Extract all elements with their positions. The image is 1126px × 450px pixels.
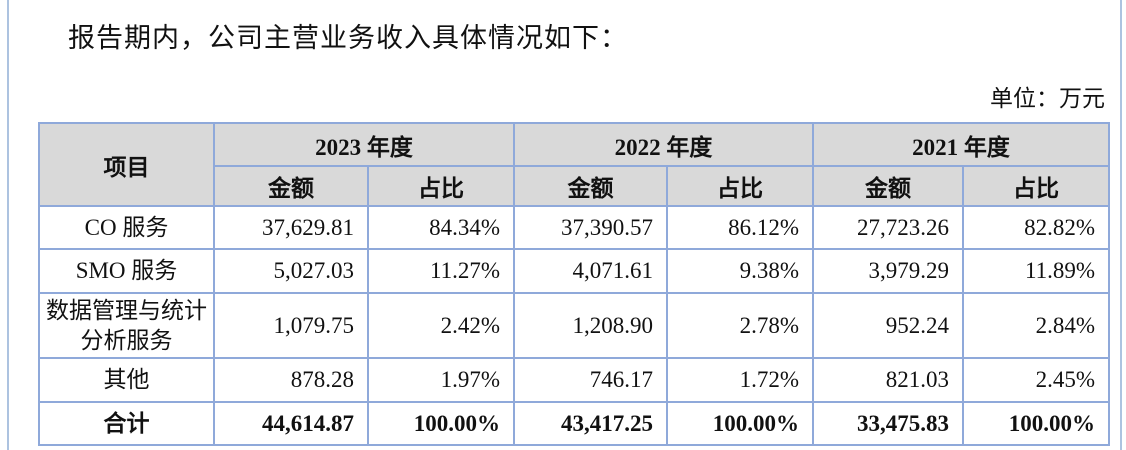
table-row: 数据管理与统计分析服务 1,079.75 2.42% 1,208.90 2.78… [38, 292, 1110, 359]
header-row-years: 项目 2023 年度 2022 年度 2021 年度 [38, 122, 1110, 207]
amount-cell: 1,079.75 [213, 292, 369, 359]
ratio-cell: 2.42% [367, 292, 515, 359]
header-year-2022: 2022 年度 [513, 122, 814, 167]
ratio-cell: 1.97% [367, 357, 515, 403]
intro-text: 报告期内，公司主营业务收入具体情况如下： [68, 23, 628, 53]
amount-cell: 43,417.25 [513, 401, 668, 446]
header-item: 项目 [38, 122, 215, 207]
ratio-cell: 2.84% [962, 292, 1110, 359]
amount-cell: 33,475.83 [812, 401, 964, 446]
header-year-2021: 2021 年度 [812, 122, 1110, 167]
ratio-cell: 2.45% [962, 357, 1110, 403]
ratio-cell: 100.00% [666, 401, 814, 446]
header-year-2023: 2023 年度 [213, 122, 515, 167]
unit-label: 单位：万元 [990, 86, 1105, 111]
header-ratio-2023: 占比 [367, 165, 515, 207]
item-cell: 合计 [38, 401, 215, 446]
ratio-cell: 2.78% [666, 292, 814, 359]
amount-cell: 44,614.87 [213, 401, 369, 446]
ratio-cell: 9.38% [666, 248, 814, 294]
ratio-cell: 11.27% [367, 248, 515, 294]
header-row-subs: 金额 占比 金额 占比 金额 占比 [39, 165, 1110, 207]
item-cell: CO 服务 [38, 205, 215, 250]
ratio-cell: 100.00% [962, 401, 1110, 446]
amount-cell: 746.17 [513, 357, 668, 403]
table-row: 其他 878.28 1.97% 746.17 1.72% 821.03 2.45… [38, 357, 1110, 403]
amount-cell: 878.28 [213, 357, 369, 403]
item-cell: 数据管理与统计分析服务 [38, 292, 215, 359]
ratio-cell: 82.82% [962, 205, 1110, 250]
amount-cell: 37,390.57 [513, 205, 668, 250]
amount-cell: 5,027.03 [213, 248, 369, 294]
ratio-cell: 86.12% [666, 205, 814, 250]
header-amount-2022: 金额 [513, 165, 668, 207]
amount-cell: 1,208.90 [513, 292, 668, 359]
item-cell: SMO 服务 [38, 248, 215, 294]
page-border-left [7, 0, 9, 450]
page-border-right [1120, 0, 1122, 450]
header-ratio-2021: 占比 [962, 165, 1110, 207]
table-row: CO 服务 37,629.81 84.34% 37,390.57 86.12% … [38, 205, 1110, 250]
table-row-total: 合计 44,614.87 100.00% 43,417.25 100.00% 3… [38, 401, 1110, 446]
table-row: SMO 服务 5,027.03 11.27% 4,071.61 9.38% 3,… [38, 248, 1110, 294]
ratio-cell: 100.00% [367, 401, 515, 446]
ratio-cell: 1.72% [666, 357, 814, 403]
ratio-cell: 84.34% [367, 205, 515, 250]
item-cell: 其他 [38, 357, 215, 403]
amount-cell: 27,723.26 [812, 205, 964, 250]
revenue-table: 项目 2023 年度 2022 年度 2021 年度 金额 占比 金额 占比 金… [38, 122, 1110, 446]
header-amount-2021: 金额 [812, 165, 964, 207]
amount-cell: 952.24 [812, 292, 964, 359]
amount-cell: 821.03 [812, 357, 964, 403]
header-amount-2023: 金额 [213, 165, 369, 207]
amount-cell: 3,979.29 [812, 248, 964, 294]
amount-cell: 4,071.61 [513, 248, 668, 294]
ratio-cell: 11.89% [962, 248, 1110, 294]
header-ratio-2022: 占比 [666, 165, 814, 207]
amount-cell: 37,629.81 [213, 205, 369, 250]
